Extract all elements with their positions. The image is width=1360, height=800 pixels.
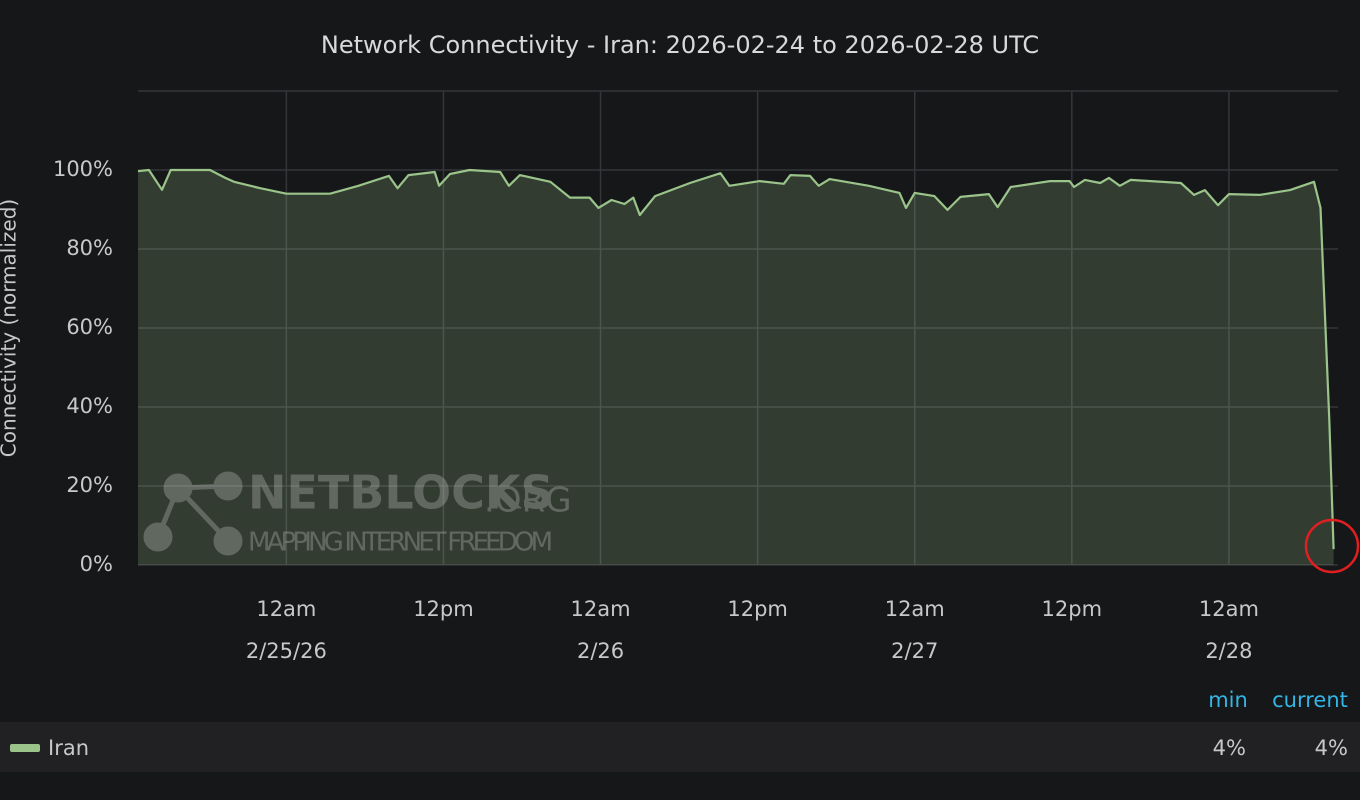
x-tick-label: 12pm	[727, 597, 788, 621]
chart-title: Network Connectivity - Iran: 2026-02-24 …	[321, 31, 1039, 59]
x-tick-label: 12pm	[1042, 597, 1103, 621]
x-tick-label: 12am	[571, 597, 631, 621]
y-tick-label: 40%	[66, 394, 113, 418]
y-tick-label: 80%	[66, 236, 113, 260]
legend-row	[0, 722, 1360, 772]
x-tick-label: 12pm	[413, 597, 474, 621]
area	[138, 170, 1334, 565]
x-tick-label: 12am	[256, 597, 316, 621]
y-tick-label: 60%	[66, 315, 113, 339]
x-tick-label: 2/26	[577, 639, 624, 663]
x-tick-label: 12am	[1199, 597, 1259, 621]
y-tick-label: 20%	[66, 473, 113, 497]
x-tick-label: 2/28	[1205, 639, 1252, 663]
watermark-logo	[143, 471, 243, 556]
legend-header[interactable]: current	[1272, 688, 1348, 712]
legend-value: 4%	[1315, 736, 1348, 760]
legend-label[interactable]: Iran	[48, 736, 89, 760]
plot: 0% 20% 40% 60% 80% 100% 12am 2/25/26 12pm 12am 2/2…	[53, 91, 1338, 663]
line	[137, 168, 1335, 550]
legend-swatch	[10, 744, 40, 752]
watermark-tagline: MAPPING INTERNET FREEDOM	[248, 528, 553, 558]
watermark-suffix: .ORG	[484, 481, 572, 521]
y-tick-label: 100%	[53, 157, 113, 181]
x-tick-label: 12am	[885, 597, 945, 621]
y-axis-label: Connectivity (normalized)	[0, 199, 21, 457]
x-tick-label: 2/25/26	[246, 639, 327, 663]
watermark: NETBLOCKS .ORG MAPPING INTERNET FREEDOM	[143, 466, 572, 558]
legend-header[interactable]: min	[1208, 688, 1248, 712]
highlight-circle	[1304, 518, 1360, 574]
y-tick-label: 0%	[80, 552, 113, 576]
legend-value: 4%	[1213, 736, 1246, 760]
watermark-brand: NETBLOCKS	[248, 466, 554, 520]
x-tick-label: 2/27	[891, 639, 938, 663]
